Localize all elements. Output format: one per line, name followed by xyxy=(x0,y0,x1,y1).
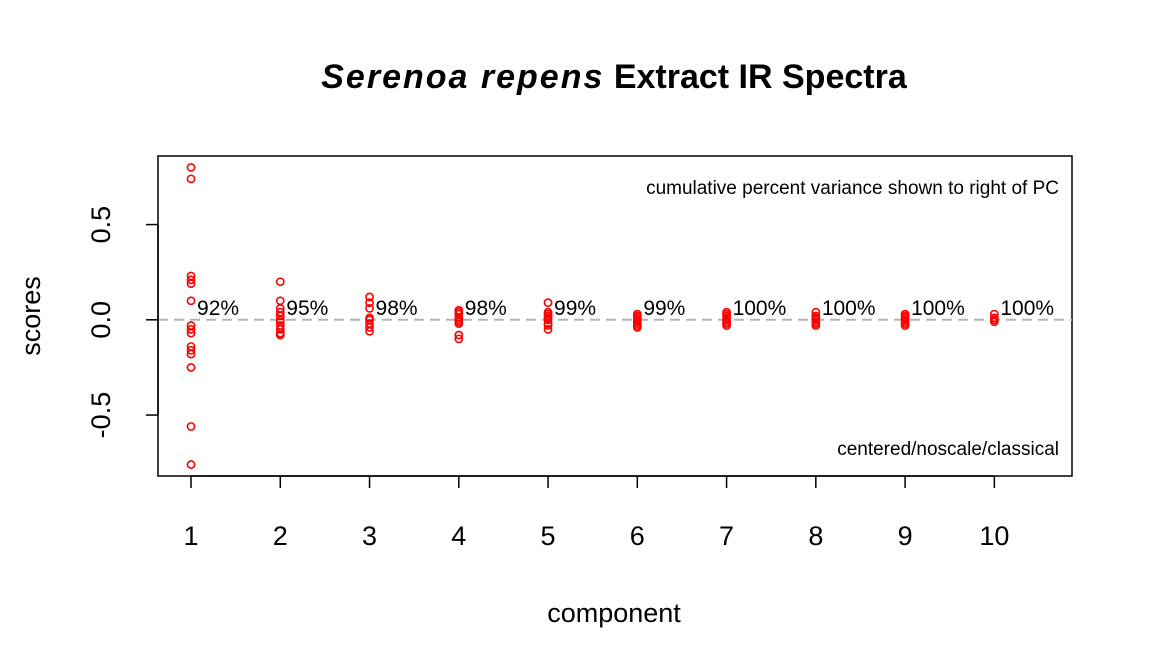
x-axis-label: component xyxy=(547,598,681,628)
score-point xyxy=(454,319,464,329)
cumulative-variance-label: 99% xyxy=(643,297,685,320)
score-point xyxy=(186,363,196,372)
y-tick-label: 0.0 xyxy=(86,301,116,339)
score-point xyxy=(543,324,553,334)
x-tick-label: 4 xyxy=(451,521,466,551)
score-point xyxy=(365,292,374,302)
score-point xyxy=(365,298,374,308)
y-tick-label: -0.5 xyxy=(86,392,116,439)
y-axis: -0.5 0.0 0.5 xyxy=(86,206,159,439)
chart-title-italic: Serenoa repens xyxy=(321,58,604,96)
score-point xyxy=(543,321,553,330)
score-point xyxy=(275,330,285,340)
annotation-bottom-right: centered/noscale/classical xyxy=(837,439,1059,460)
cumulative-variance-label: 99% xyxy=(554,297,596,320)
annotation-top-right: cumulative percent variance shown to rig… xyxy=(646,178,1059,199)
y-tick-label: 0.5 xyxy=(86,206,116,244)
score-point xyxy=(543,315,553,325)
score-point xyxy=(186,174,196,184)
score-point xyxy=(186,296,196,306)
variance-labels: 92% 95% 98% 98% 99% 99% 100% 100% 100% 100% xyxy=(197,297,1054,320)
score-point xyxy=(186,349,196,359)
score-point xyxy=(186,324,196,334)
x-tick-label: 3 xyxy=(362,521,377,551)
score-point xyxy=(365,323,374,332)
score-point xyxy=(722,321,731,330)
cumulative-variance-label: 98% xyxy=(376,297,418,320)
score-point xyxy=(186,422,196,431)
x-tick-label: 1 xyxy=(184,521,199,551)
x-tick-label: 7 xyxy=(719,521,734,551)
score-point xyxy=(186,275,196,285)
score-point xyxy=(275,296,285,306)
x-tick-label: 10 xyxy=(979,521,1009,551)
x-tick-label: 6 xyxy=(630,521,645,551)
score-point xyxy=(186,328,196,338)
score-point xyxy=(454,330,464,340)
score-point xyxy=(632,323,642,332)
x-tick-label: 8 xyxy=(808,521,823,551)
y-axis-label: scores xyxy=(16,276,46,356)
score-point xyxy=(275,277,285,287)
score-point xyxy=(365,303,374,313)
score-point xyxy=(275,311,285,321)
cumulative-variance-label: 100% xyxy=(822,297,876,320)
x-tick-label: 5 xyxy=(541,521,556,551)
score-point xyxy=(186,460,196,469)
score-point xyxy=(900,321,910,330)
score-point xyxy=(186,345,196,355)
cumulative-variance-label: 100% xyxy=(911,297,965,320)
score-point xyxy=(186,279,196,289)
x-tick-label: 2 xyxy=(273,521,288,551)
score-point xyxy=(454,334,464,344)
cumulative-variance-label: 100% xyxy=(1000,297,1054,320)
score-point xyxy=(275,324,285,334)
cumulative-variance-label: 92% xyxy=(197,297,239,320)
chart-title-normal: Extract IR Spectra xyxy=(614,58,908,96)
x-tick-label: 9 xyxy=(898,521,913,551)
cumulative-variance-label: 95% xyxy=(286,297,328,320)
data-points xyxy=(186,163,999,469)
score-point xyxy=(989,317,999,327)
cumulative-variance-label: 100% xyxy=(733,297,787,320)
cumulative-variance-label: 98% xyxy=(465,297,507,320)
chart-title: Serenoa repens Extract IR Spectra xyxy=(321,58,908,96)
x-axis: 1 2 3 4 5 6 7 8 9 10 xyxy=(184,475,1009,551)
score-point xyxy=(811,321,821,330)
score-point xyxy=(365,326,374,336)
score-point xyxy=(186,163,196,172)
score-point xyxy=(543,298,553,308)
